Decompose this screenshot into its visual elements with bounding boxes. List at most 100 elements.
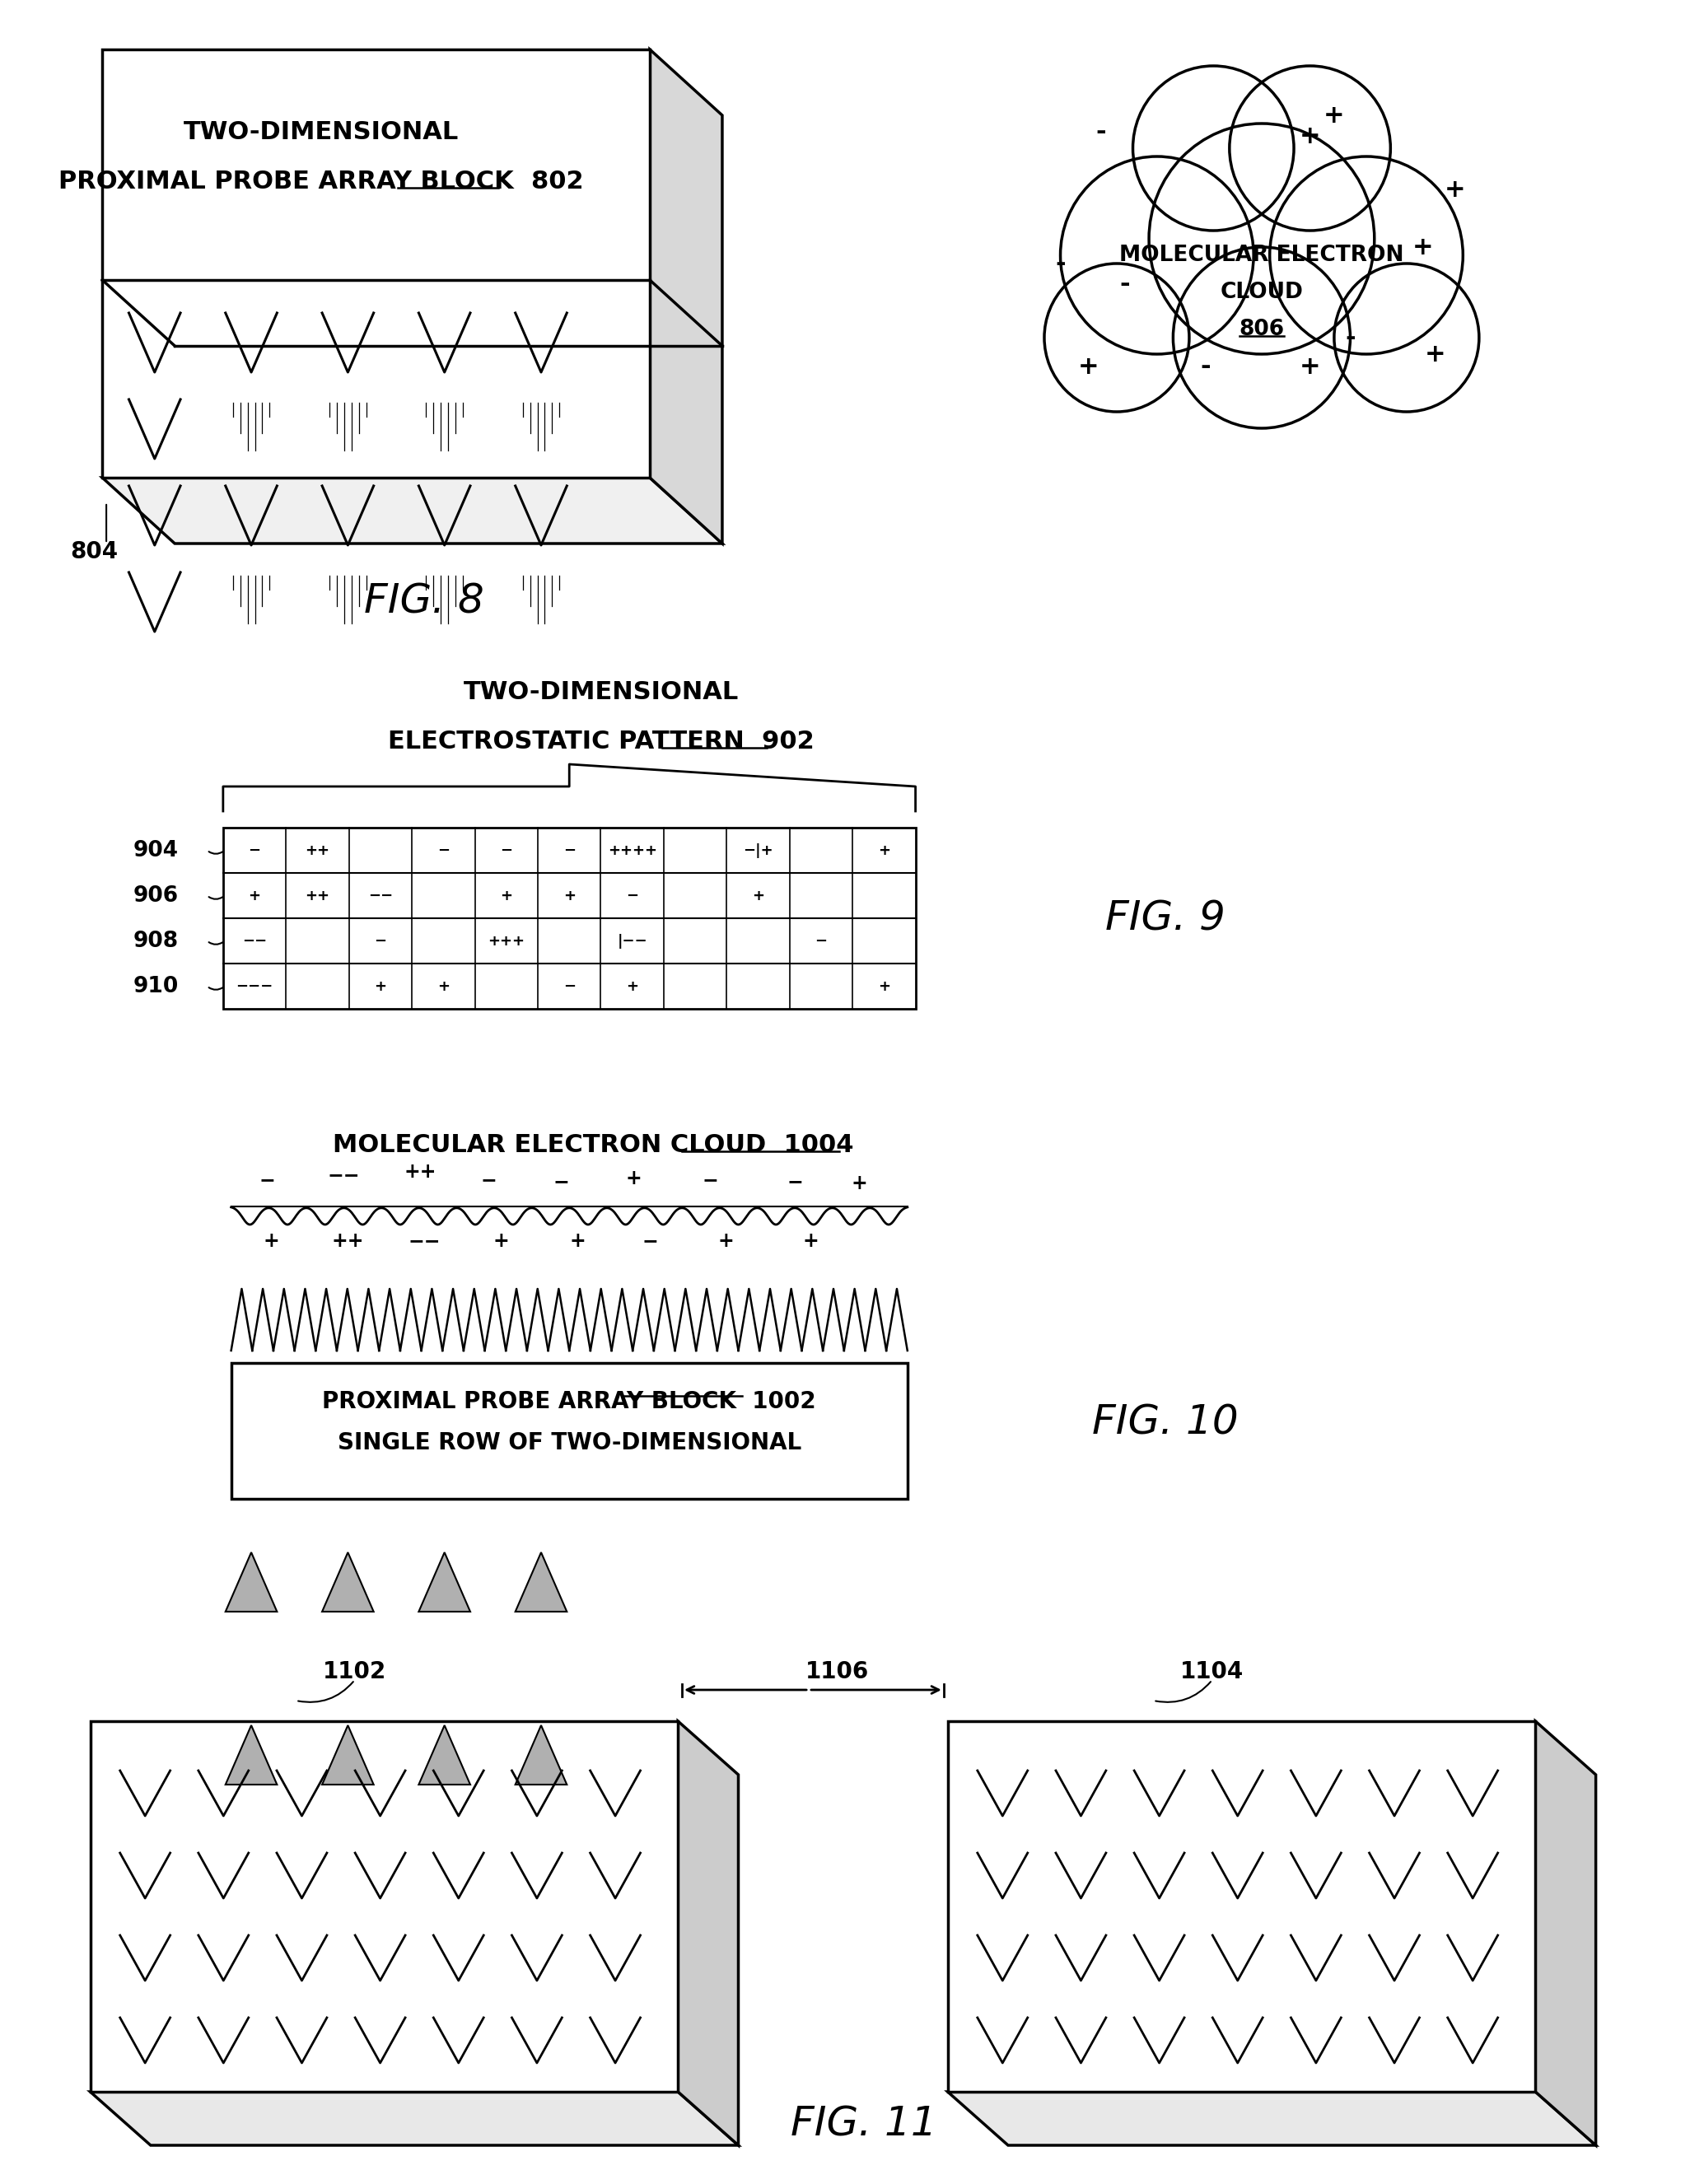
Polygon shape [323, 1725, 373, 1784]
Polygon shape [1536, 1721, 1595, 2145]
Text: TWO-DIMENSIONAL: TWO-DIMENSIONAL [184, 120, 460, 144]
Text: 1106: 1106 [804, 1660, 869, 1684]
Text: +: + [1078, 354, 1098, 378]
Text: +: + [493, 1232, 509, 1251]
Circle shape [1333, 264, 1479, 413]
Polygon shape [103, 50, 649, 478]
Text: PROXIMAL PROBE ARRAY BLOCK  802: PROXIMAL PROBE ARRAY BLOCK 802 [59, 168, 583, 192]
Text: −: − [373, 933, 387, 948]
Text: −: − [786, 1173, 803, 1192]
Text: ELECTROSTATIC PATTERN  902: ELECTROSTATIC PATTERN 902 [389, 729, 815, 753]
Polygon shape [225, 1725, 277, 1784]
Polygon shape [90, 1721, 678, 2092]
Polygon shape [419, 1553, 470, 1612]
Polygon shape [515, 1553, 566, 1612]
Text: −−: −− [328, 1166, 360, 1186]
Text: +: + [803, 1232, 820, 1251]
Text: 804: 804 [71, 539, 118, 563]
Text: MOLECULAR ELECTRON: MOLECULAR ELECTRON [1119, 245, 1404, 266]
Text: 806: 806 [1239, 319, 1284, 341]
Text: -: - [1345, 325, 1355, 349]
Text: ++: ++ [404, 1162, 436, 1182]
Text: 908: 908 [134, 930, 179, 952]
Text: −: − [480, 1171, 497, 1190]
Text: −: − [553, 1173, 570, 1192]
Text: +: + [752, 889, 764, 902]
Text: 1102: 1102 [323, 1660, 387, 1684]
Text: +: + [1413, 236, 1433, 260]
Text: FIG. 9: FIG. 9 [1105, 898, 1225, 937]
Circle shape [1060, 157, 1254, 354]
Text: −|+: −|+ [744, 843, 774, 858]
Text: +: + [877, 978, 891, 994]
Text: +: + [264, 1232, 279, 1251]
Polygon shape [90, 2092, 739, 2145]
Text: FIG. 10: FIG. 10 [1092, 1402, 1239, 1441]
Text: −−: −− [368, 889, 392, 902]
Polygon shape [103, 478, 722, 544]
Text: +: + [852, 1173, 867, 1192]
Circle shape [1173, 247, 1350, 428]
Text: +: + [877, 843, 891, 858]
Text: −: − [563, 978, 576, 994]
Text: +: + [625, 1168, 642, 1188]
Text: +: + [248, 889, 260, 902]
Text: +: + [1300, 354, 1320, 378]
Text: 906: 906 [134, 885, 179, 906]
Bar [232, 1363, 908, 1498]
Text: TWO-DIMENSIONAL: TWO-DIMENSIONAL [463, 679, 739, 703]
Circle shape [1132, 66, 1295, 232]
Polygon shape [678, 1721, 739, 2145]
Text: −: − [701, 1171, 718, 1190]
Text: -: - [1055, 251, 1066, 275]
Text: −−: −− [242, 933, 267, 948]
Polygon shape [948, 1721, 1536, 2092]
Text: +: + [373, 978, 387, 994]
Polygon shape [225, 1553, 277, 1612]
Text: 1104: 1104 [1180, 1660, 1244, 1684]
Text: −: − [259, 1171, 275, 1190]
Polygon shape [948, 2092, 1595, 2145]
Text: −: − [500, 843, 512, 858]
Circle shape [1044, 264, 1190, 413]
Text: ++: ++ [331, 1232, 363, 1251]
Text: -: - [1095, 120, 1105, 144]
Polygon shape [323, 1553, 373, 1612]
Text: FIG. 8: FIG. 8 [365, 581, 485, 620]
Text: +: + [563, 889, 576, 902]
Text: FIG. 11: FIG. 11 [791, 2105, 938, 2145]
Text: ++: ++ [306, 889, 330, 902]
Text: −−: −− [407, 1232, 441, 1251]
Text: SINGLE ROW OF TWO-DIMENSIONAL: SINGLE ROW OF TWO-DIMENSIONAL [338, 1433, 801, 1455]
Bar [223, 828, 916, 1009]
Circle shape [1229, 66, 1391, 232]
Text: MOLECULAR ELECTRON CLOUD  1004: MOLECULAR ELECTRON CLOUD 1004 [333, 1133, 853, 1158]
Text: −: − [625, 889, 639, 902]
Text: +: + [1445, 177, 1465, 201]
Circle shape [1269, 157, 1464, 354]
Text: +: + [718, 1232, 735, 1251]
Text: 904: 904 [134, 839, 179, 860]
Polygon shape [515, 1725, 566, 1784]
Text: +: + [570, 1232, 585, 1251]
Text: -: - [1119, 273, 1131, 297]
Text: −: − [642, 1232, 657, 1251]
Text: +: + [1425, 343, 1445, 367]
Text: +: + [500, 889, 512, 902]
Text: −: − [563, 843, 576, 858]
Text: +: + [625, 978, 639, 994]
Text: +: + [1323, 103, 1345, 127]
Polygon shape [419, 1725, 470, 1784]
Text: ++: ++ [306, 843, 330, 858]
Circle shape [1149, 124, 1374, 354]
Text: 910: 910 [134, 976, 179, 996]
Text: +: + [1300, 124, 1320, 149]
Text: +++: +++ [488, 933, 526, 948]
Text: ++++: ++++ [607, 843, 657, 858]
Text: PROXIMAL PROBE ARRAY BLOCK  1002: PROXIMAL PROBE ARRAY BLOCK 1002 [323, 1391, 816, 1413]
Text: CLOUD: CLOUD [1220, 282, 1303, 304]
Text: −−−: −−− [237, 978, 274, 994]
Text: −: − [815, 933, 828, 948]
Polygon shape [649, 50, 722, 544]
Text: −: − [248, 843, 260, 858]
